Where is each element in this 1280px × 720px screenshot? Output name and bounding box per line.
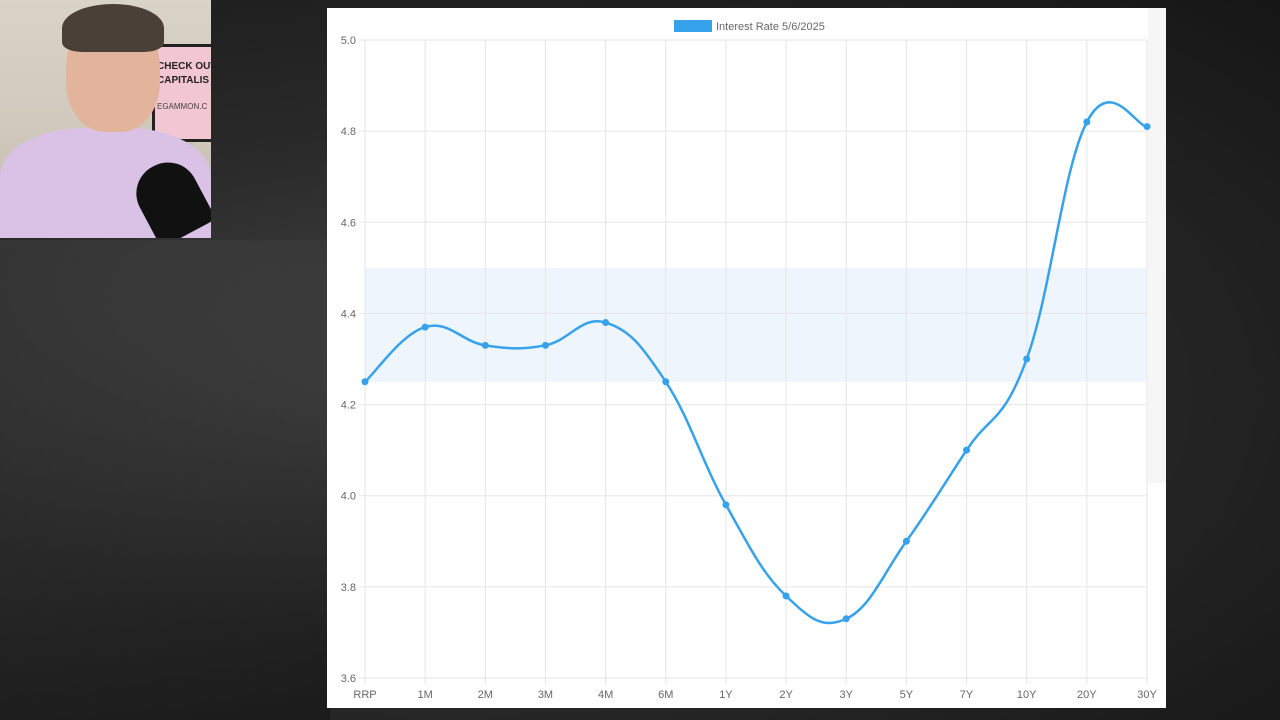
x-tick-label: 5Y	[900, 689, 914, 701]
sign-line-3: EGAMMON.C	[157, 102, 207, 111]
data-point-1m[interactable]	[421, 323, 429, 331]
x-tick-label: 20Y	[1077, 689, 1097, 701]
x-tick-label: 2M	[478, 689, 493, 701]
data-point-6m[interactable]	[662, 378, 670, 386]
y-tick-label: 4.0	[341, 491, 356, 503]
x-tick-label: 3Y	[839, 689, 853, 701]
presenter-hair	[62, 4, 164, 52]
x-tick-label: 30Y	[1137, 689, 1157, 701]
y-tick-label: 4.8	[341, 126, 356, 138]
legend-label[interactable]: Interest Rate 5/6/2025	[716, 21, 825, 33]
legend-swatch[interactable]	[674, 20, 712, 32]
data-point-30y[interactable]	[1143, 123, 1151, 131]
data-point-20y[interactable]	[1083, 118, 1091, 126]
data-point-2m[interactable]	[481, 341, 489, 349]
y-tick-label: 3.6	[341, 673, 356, 685]
x-tick-label: 1M	[418, 689, 433, 701]
yield-curve-chart: 5.0 4.8 4.6 4.4 4.2 4.0 3.8 3.6 RRP 1M 2M 3M 4M 6M 1Y…	[341, 20, 1157, 701]
data-point-4m[interactable]	[602, 319, 610, 327]
sign-line-2: CAPITALIS	[157, 75, 209, 86]
fed-funds-band	[365, 267, 1147, 382]
monitor-sign: CHECK OUT CAPITALIS EGAMMON.C	[152, 44, 211, 157]
sign-line-1: CHECK OUT	[157, 61, 211, 72]
chart-panel: 5.0 4.8 4.6 4.4 4.2 4.0 3.8 3.6 RRP 1M 2M 3M 4M 6M 1Y…	[327, 8, 1166, 708]
panel-edge-shade	[1148, 8, 1166, 483]
blurred-background	[0, 240, 330, 720]
x-tick-label: 10Y	[1017, 689, 1037, 701]
y-tick-label: 4.6	[341, 217, 356, 229]
data-point-7y[interactable]	[963, 446, 971, 454]
x-tick-label: RRP	[353, 689, 376, 701]
monitor-sign-text: CHECK OUT CAPITALIS EGAMMON.C	[157, 61, 211, 111]
x-tick-label: 6M	[658, 689, 673, 701]
y-tick-label: 4.4	[341, 308, 356, 320]
x-tick-label: 7Y	[960, 689, 974, 701]
x-tick-label: 4M	[598, 689, 613, 701]
y-tick-label: 3.8	[341, 582, 356, 594]
data-point-3y[interactable]	[842, 615, 850, 623]
data-point-1y[interactable]	[722, 501, 730, 509]
data-point-2y[interactable]	[782, 592, 790, 600]
webcam-overlay: CHECK OUT CAPITALIS EGAMMON.C	[0, 0, 211, 238]
x-tick-label: 3M	[538, 689, 553, 701]
data-point-rrp[interactable]	[361, 378, 369, 386]
x-tick-label: 1Y	[719, 689, 733, 701]
y-tick-label: 4.2	[341, 400, 356, 412]
x-tick-label: 2Y	[779, 689, 793, 701]
y-tick-label: 5.0	[341, 35, 356, 47]
data-point-3m[interactable]	[541, 341, 549, 349]
data-point-10y[interactable]	[1023, 355, 1031, 363]
data-point-5y[interactable]	[902, 537, 910, 545]
